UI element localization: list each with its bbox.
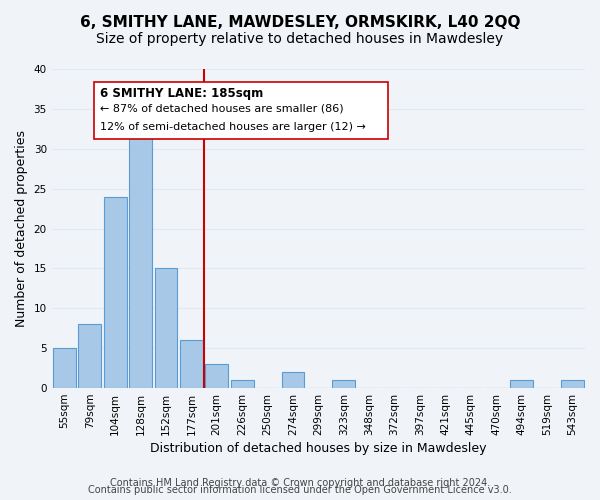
Text: 12% of semi-detached houses are larger (12) →: 12% of semi-detached houses are larger (… <box>100 122 365 132</box>
Bar <box>561 380 584 388</box>
Text: 6 SMITHY LANE: 185sqm: 6 SMITHY LANE: 185sqm <box>100 86 263 100</box>
Text: ← 87% of detached houses are smaller (86): ← 87% of detached houses are smaller (86… <box>100 104 343 114</box>
Text: 6, SMITHY LANE, MAWDESLEY, ORMSKIRK, L40 2QQ: 6, SMITHY LANE, MAWDESLEY, ORMSKIRK, L40… <box>80 15 520 30</box>
Text: Contains HM Land Registry data © Crown copyright and database right 2024.: Contains HM Land Registry data © Crown c… <box>110 478 490 488</box>
Y-axis label: Number of detached properties: Number of detached properties <box>15 130 28 327</box>
Bar <box>510 380 533 388</box>
Bar <box>104 196 127 388</box>
Text: Contains public sector information licensed under the Open Government Licence v3: Contains public sector information licen… <box>88 485 512 495</box>
Bar <box>129 125 152 388</box>
Bar <box>281 372 304 388</box>
FancyBboxPatch shape <box>94 82 388 139</box>
Bar <box>231 380 254 388</box>
X-axis label: Distribution of detached houses by size in Mawdesley: Distribution of detached houses by size … <box>150 442 487 455</box>
Bar <box>332 380 355 388</box>
Text: Size of property relative to detached houses in Mawdesley: Size of property relative to detached ho… <box>97 32 503 46</box>
Bar <box>155 268 178 388</box>
Bar <box>180 340 203 388</box>
Bar <box>53 348 76 388</box>
Bar <box>79 324 101 388</box>
Bar <box>205 364 228 388</box>
